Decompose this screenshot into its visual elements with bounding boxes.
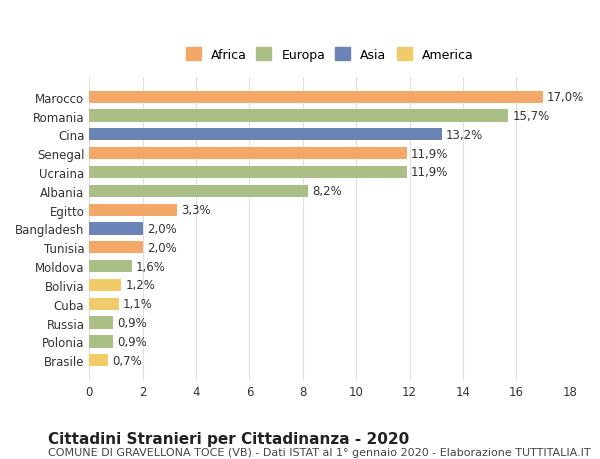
- Bar: [89, 91, 543, 104]
- Text: 2,0%: 2,0%: [146, 241, 176, 254]
- Bar: [89, 185, 308, 197]
- Bar: [89, 354, 108, 367]
- Text: 1,2%: 1,2%: [125, 279, 155, 292]
- Bar: [89, 260, 132, 273]
- Text: 1,1%: 1,1%: [122, 297, 152, 311]
- Bar: [89, 167, 407, 179]
- Bar: [89, 110, 508, 123]
- Text: 11,9%: 11,9%: [411, 166, 448, 179]
- Text: 3,3%: 3,3%: [181, 204, 211, 217]
- Text: 0,9%: 0,9%: [117, 316, 147, 330]
- Bar: [89, 298, 119, 310]
- Bar: [89, 223, 143, 235]
- Text: 13,2%: 13,2%: [446, 129, 483, 141]
- Text: 2,0%: 2,0%: [146, 223, 176, 235]
- Text: Cittadini Stranieri per Cittadinanza - 2020: Cittadini Stranieri per Cittadinanza - 2…: [48, 431, 409, 447]
- Bar: [89, 129, 442, 141]
- Text: 0,7%: 0,7%: [112, 354, 142, 367]
- Text: 8,2%: 8,2%: [312, 185, 342, 198]
- Text: COMUNE DI GRAVELLONA TOCE (VB) - Dati ISTAT al 1° gennaio 2020 - Elaborazione TU: COMUNE DI GRAVELLONA TOCE (VB) - Dati IS…: [48, 448, 590, 458]
- Bar: [89, 148, 407, 160]
- Text: 15,7%: 15,7%: [512, 110, 550, 123]
- Legend: Africa, Europa, Asia, America: Africa, Europa, Asia, America: [182, 45, 477, 66]
- Text: 11,9%: 11,9%: [411, 147, 448, 160]
- Bar: [89, 317, 113, 329]
- Bar: [89, 204, 178, 216]
- Bar: [89, 336, 113, 348]
- Text: 0,9%: 0,9%: [117, 335, 147, 348]
- Bar: [89, 279, 121, 291]
- Text: 1,6%: 1,6%: [136, 260, 166, 273]
- Bar: [89, 241, 143, 254]
- Text: 17,0%: 17,0%: [547, 91, 584, 104]
